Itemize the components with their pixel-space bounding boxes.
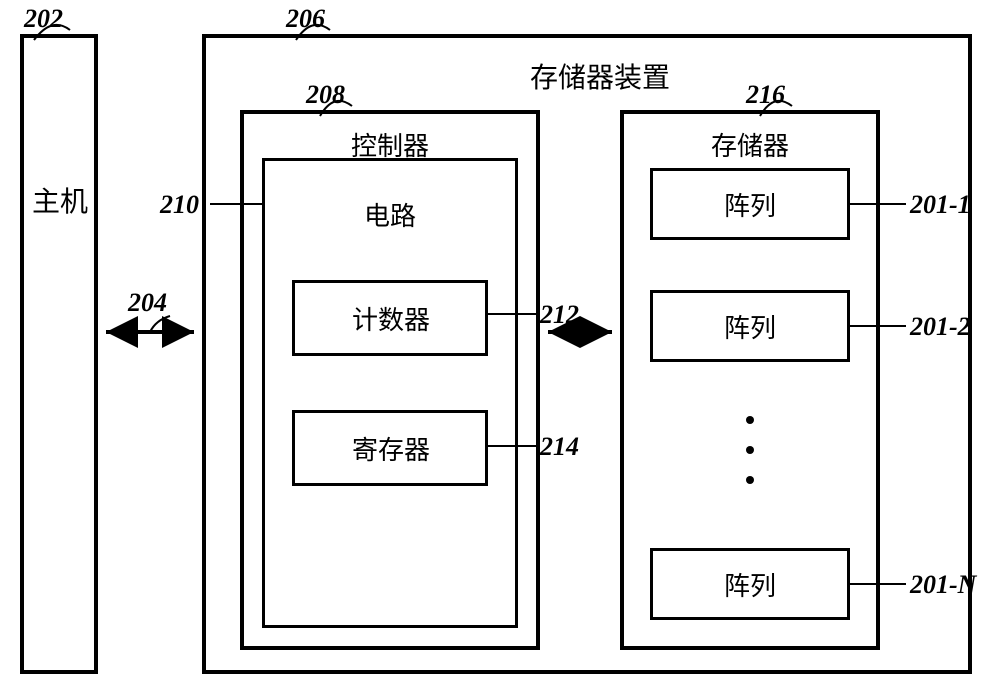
array-1-label: 阵列 (720, 186, 780, 223)
array-n-label: 阵列 (720, 566, 780, 603)
ref-201-2: 201-2 (910, 312, 971, 342)
ref-212: 212 (540, 300, 579, 330)
ref-210: 210 (160, 190, 199, 220)
ref-206: 206 (286, 4, 325, 34)
ref-204: 204 (128, 288, 167, 318)
host-box (20, 34, 98, 674)
memory-label: 存储器 (700, 126, 800, 163)
ref-208: 208 (306, 80, 345, 110)
ref-216: 216 (746, 80, 785, 110)
register-label: 寄存器 (346, 430, 436, 467)
array-2-label: 阵列 (720, 308, 780, 345)
counter-label: 计数器 (346, 300, 436, 337)
ref-201-n: 201-N (910, 570, 976, 600)
ref-214: 214 (540, 432, 579, 462)
ref-201-1: 201-1 (910, 190, 971, 220)
ref-202: 202 (24, 4, 63, 34)
circuit-label: 电路 (360, 196, 420, 233)
memory-device-label: 存储器装置 (500, 56, 700, 96)
host-label: 主机 (32, 180, 86, 220)
